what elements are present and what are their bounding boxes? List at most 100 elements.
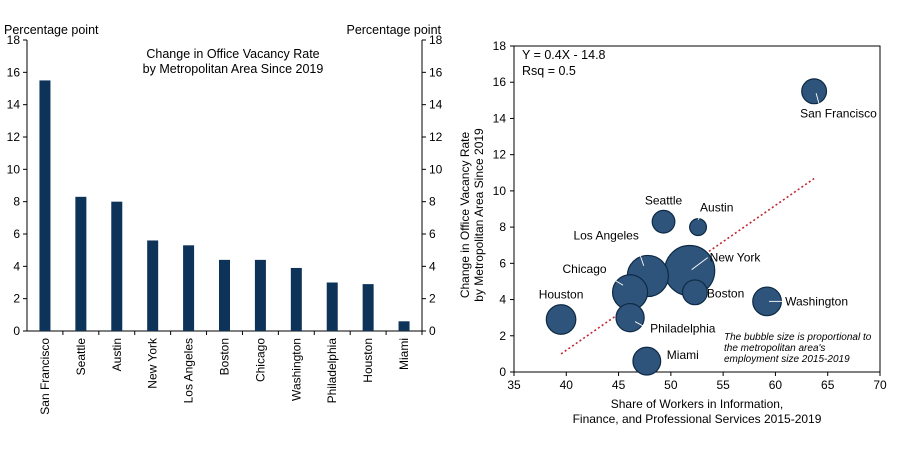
bar (147, 240, 159, 331)
bar-chart-title-line-2: by Metropolitan Area Since 2019 (143, 62, 324, 76)
bar-left-tick-label: 10 (7, 162, 21, 176)
bar-left-tick-label: 18 (7, 33, 21, 47)
bubble-size-note-line-2: the metropolitan area's (724, 343, 825, 354)
bar-category-label: San Francisco (38, 338, 52, 415)
bubble-label: Chicago (563, 262, 607, 276)
bubble-label: Boston (707, 286, 744, 300)
bar-category-label: Boston (218, 338, 232, 375)
bar-left-tick-label: 0 (13, 324, 20, 338)
bubble-y-axis-label-line-1: Change in Office Vacancy Rate (458, 132, 472, 299)
bubble-x-tick-label: 35 (507, 378, 521, 392)
bar-left-tick-label: 4 (13, 259, 20, 273)
bar-right-tick-label: 12 (429, 130, 443, 144)
bubble-size-note-line-1: The bubble size is proportional to (724, 332, 872, 343)
bar-left-tick-label: 6 (13, 227, 20, 241)
bar (362, 284, 374, 331)
bubble-x-axis-label-line-2: Finance, and Professional Services 2015-… (573, 412, 822, 426)
bubble-axes: 0 2 4 6 8 10 12 14 16 18 35 40 45 50 55 60 65 70 (493, 39, 887, 392)
bubble-leader-line (691, 257, 708, 270)
bar-right-tick-label: 8 (429, 195, 436, 209)
bar-chart-title-line-1: Change in Office Vacancy Rate (146, 47, 319, 61)
bar-axes: 0 0 2 2 4 4 6 6 8 8 10 10 12 12 14 14 16 16 18 18 (7, 33, 443, 338)
bar-right-tick-label: 4 (429, 259, 436, 273)
bubble-leader-line (634, 321, 649, 330)
bubble-y-tick-label: 8 (499, 220, 506, 234)
bubble-x-tick-label: 40 (560, 378, 574, 392)
bar-left-tick-label: 2 (13, 292, 20, 306)
bar (254, 259, 266, 331)
bar-category-label: Seattle (74, 338, 88, 376)
bar-category-label: Washington (289, 338, 303, 401)
bar-right-tick-label: 18 (429, 33, 443, 47)
bar-left-tick-label: 8 (13, 195, 20, 209)
bar-right-tick-label: 14 (429, 98, 443, 112)
bar-category-label: Austin (110, 338, 124, 371)
bubble-label: Washington (785, 294, 848, 308)
bar-left-tick-label: 12 (7, 130, 21, 144)
bar (183, 245, 195, 331)
bubble-y-tick-label: 14 (493, 111, 507, 125)
regression-rsq: Rsq = 0.5 (522, 64, 576, 78)
bubble-plot-frame (513, 45, 881, 373)
bubble (545, 304, 577, 335)
bubble-x-tick-label: 70 (873, 378, 887, 392)
bar-right-tick-label: 2 (429, 292, 436, 306)
bubble-label: Los Angeles (573, 228, 638, 242)
bubble-leader-line (815, 93, 821, 108)
bar-left-axis-label: Percentage point (4, 23, 99, 37)
bubble-label: Miami (667, 348, 699, 362)
bar-category-label: Philadelphia (325, 338, 339, 404)
bar-left-tick-label: 16 (7, 65, 21, 79)
bubble-label: Philadelphia (650, 322, 716, 336)
bar (326, 282, 338, 331)
bubble (632, 346, 662, 376)
bubble-y-tick-label: 6 (499, 256, 506, 270)
bar (111, 201, 123, 331)
bubble-x-tick-label: 60 (769, 378, 783, 392)
bar-marks: San Francisco Seattle Austin New York Los An… (38, 80, 411, 415)
bar-category-label: Chicago (253, 338, 267, 382)
bar-right-tick-label: 16 (429, 65, 443, 79)
bar-category-label: Houston (361, 338, 375, 383)
bar (39, 80, 51, 332)
bubble-size-note-line-3: employment size 2015-2019 (724, 354, 850, 365)
bubble (801, 78, 828, 105)
bubble-leader-line (697, 213, 703, 220)
bar-left-tick-label: 14 (7, 98, 21, 112)
bar (219, 259, 230, 331)
bubble-label: New York (710, 251, 762, 265)
bubble-leader-line (635, 242, 645, 266)
bubble-x-tick-label: 50 (664, 378, 678, 392)
bubble-label: Houston (539, 288, 584, 302)
bubble-y-tick-label: 0 (499, 365, 506, 379)
bubble-chart: 0 2 4 6 8 10 12 14 16 18 35 40 45 50 55 60 65 70 San Fran… (458, 39, 887, 426)
bar-right-axis-label: Percentage point (346, 23, 441, 37)
bubble-x-tick-label: 65 (821, 378, 835, 392)
bar-chart: Percentage point Percentage point Change… (4, 23, 443, 415)
bubble-y-tick-label: 18 (493, 39, 507, 53)
bar-right-tick-label: 10 (429, 162, 443, 176)
bubble-y-tick-label: 2 (499, 329, 506, 343)
bubble-y-axis-label-line-2: by Metropolitan Area Since 2019 (472, 128, 486, 302)
bubble-y-tick-label: 4 (499, 293, 506, 307)
bubble-y-tick-label: 12 (493, 148, 507, 162)
bar (290, 267, 302, 331)
regression-equation: Y = 0.4X - 14.8 (522, 48, 606, 62)
bubble-y-tick-label: 16 (493, 75, 507, 89)
bar (398, 321, 410, 331)
bubble-label: San Francisco (800, 107, 877, 121)
bar-right-tick-label: 0 (429, 324, 436, 338)
bubble-label: Austin (700, 201, 733, 215)
bubble (689, 218, 708, 237)
bar-category-label: Los Angeles (182, 338, 196, 403)
bubble-y-tick-label: 10 (493, 184, 507, 198)
bubble-marks: San Francisco Seattle Austin New York Los An… (539, 78, 877, 376)
bubble-x-tick-label: 55 (716, 378, 730, 392)
bubble-x-tick-label: 45 (612, 378, 626, 392)
bubble-leader-line (607, 275, 624, 286)
bar-category-label: Miami (397, 338, 411, 370)
bubble (651, 209, 676, 234)
bar (75, 196, 87, 331)
